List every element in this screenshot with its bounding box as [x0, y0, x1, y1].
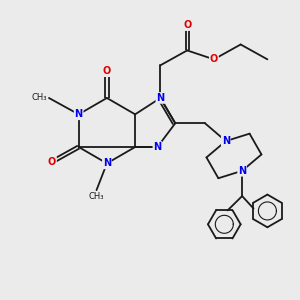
Text: O: O — [183, 20, 191, 30]
Text: N: N — [238, 166, 246, 176]
Text: CH₃: CH₃ — [32, 94, 47, 103]
Text: O: O — [103, 66, 111, 76]
Text: N: N — [103, 158, 111, 168]
Text: N: N — [156, 93, 164, 103]
Text: O: O — [48, 157, 56, 167]
Text: N: N — [75, 109, 83, 119]
Text: N: N — [153, 142, 161, 152]
Text: N: N — [222, 136, 230, 146]
Text: O: O — [210, 54, 218, 64]
Text: CH₃: CH₃ — [89, 192, 104, 201]
